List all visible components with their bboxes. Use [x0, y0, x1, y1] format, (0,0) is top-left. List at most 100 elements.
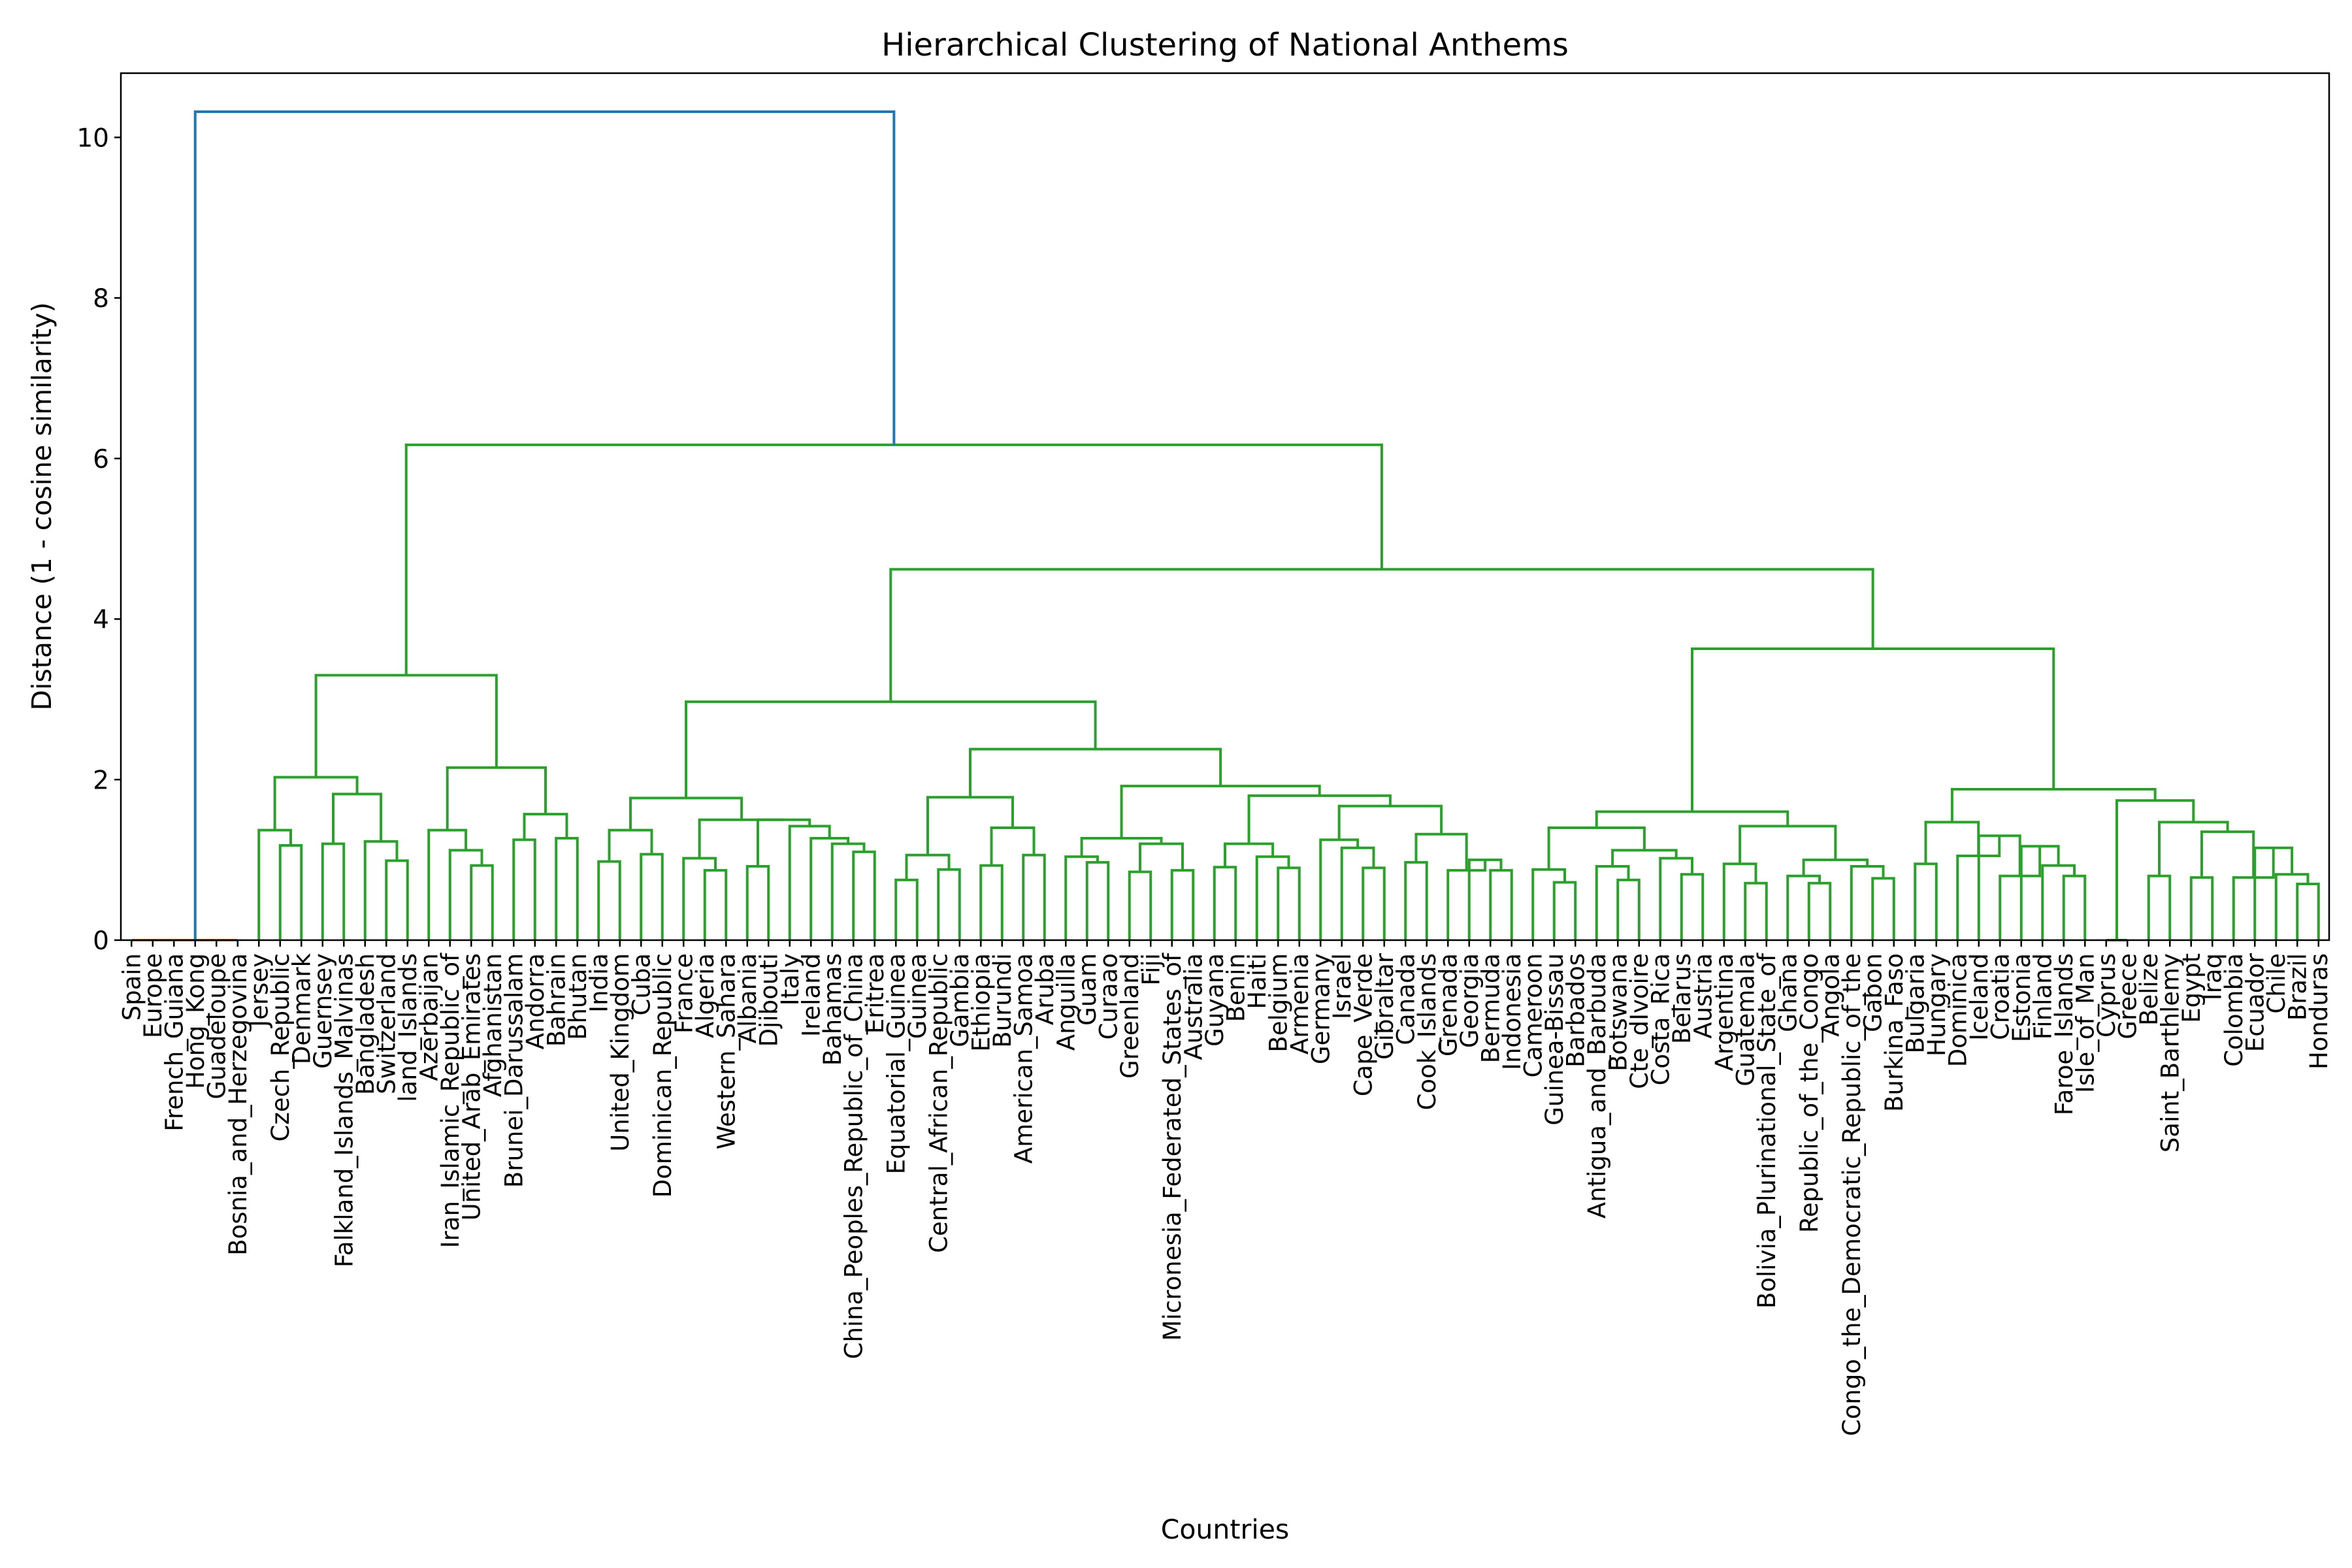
leaf-label: Costa_Rica [1646, 953, 1674, 1085]
leaf-label: Afghanistan [479, 953, 507, 1097]
leaf-label: Burundi [988, 953, 1017, 1048]
leaf-label: Georgia [1456, 953, 1484, 1048]
leaf-label: Albania [734, 953, 762, 1043]
leaf-label: Saint_Barthlemy [2156, 953, 2184, 1152]
leaf-label: Ireland [797, 953, 825, 1037]
dendrogram-link [1404, 860, 1428, 940]
leaf-label: Hong_Kong [182, 953, 210, 1089]
leaf-label: Bahrain [542, 953, 570, 1047]
dendrogram-link [1871, 877, 1895, 940]
dendrogram-link [1224, 842, 1275, 868]
leaf-label: Iran_Islamic_Republic_of [436, 953, 465, 1248]
leaf-label: Indonesia [1498, 953, 1526, 1070]
x-axis-label: Countries [1161, 1514, 1290, 1545]
leaf-label: Angola [1816, 953, 1844, 1037]
dendrogram-link [757, 818, 811, 866]
dendrogram-link [830, 842, 866, 940]
y-tick-label: 10 [76, 123, 109, 153]
dendrogram-link [1595, 810, 1789, 828]
dendrogram-link [332, 792, 383, 844]
chart-title: Hierarchical Clustering of National Anth… [881, 27, 1569, 63]
dendrogram-link [1616, 878, 1641, 940]
leaf-label: Dominican_Republic [649, 953, 677, 1198]
dendrogram-link [1337, 804, 1443, 840]
dendrogram-link [608, 828, 653, 862]
dendrogram-link [1340, 846, 1375, 940]
leaf-label: Bulgaria [1901, 953, 1929, 1053]
dendrogram-link [1680, 873, 1705, 940]
leaf-label: Bolivia_Plurinational_State_of [1753, 953, 1781, 1309]
leaf-label: Western_Sahara [712, 953, 740, 1149]
leaf-label: American_Samoa [1009, 953, 1037, 1164]
leaf-label: Andorra [521, 953, 549, 1049]
leaf-label: Central_African_Republic [924, 953, 953, 1253]
leaf-label: Curaao [1094, 953, 1122, 1039]
leaf-label: Cape_Verde [1349, 953, 1377, 1096]
leaf-label: Bahamas [819, 953, 847, 1066]
dendrogram-link [2274, 873, 2310, 940]
leaf-label: Benin [1222, 953, 1250, 1022]
leaf-label: Eritrea [861, 953, 889, 1034]
y-axis: 0 2 4 6 8 10 [76, 123, 121, 956]
dendrogram-link [745, 864, 770, 940]
dendrogram-link [404, 443, 1383, 676]
dendrogram-link [1022, 853, 1046, 940]
leaf-label: Italy [776, 953, 804, 1005]
leaf-label: Antigua_and_Barbuda [1583, 953, 1611, 1218]
dendrogram-link [1139, 842, 1184, 872]
dendrogram-link [1595, 864, 1630, 940]
leaf-label: Guadeloupe [203, 953, 231, 1100]
leaf-label: France [670, 953, 698, 1034]
leaf-label: Australia [1179, 953, 1207, 1060]
leaf-label: Ethiopia [967, 953, 995, 1052]
leaf-label: Guinea-Bissau [1541, 953, 1569, 1126]
leaf-label: Jersey [245, 953, 273, 1028]
leaf-label: land_Islands [394, 953, 422, 1102]
leaf-label: Guinea [904, 953, 932, 1039]
leaf-label: United_Arab_Emirates [457, 953, 485, 1220]
leaf-label: Falkland_Islands_Malvinas [330, 953, 358, 1267]
leaf-label: Honduras [2305, 953, 2333, 1070]
leaf-label: Greece [2114, 953, 2142, 1039]
dendrogram-link [448, 849, 483, 940]
leaf-label: Croatia [1986, 953, 2014, 1040]
leaf-label: Republic_of_the_Congo [1795, 953, 1823, 1233]
dendrogram-link [969, 747, 1222, 798]
y-tick-label: 4 [93, 606, 109, 635]
leaf-label: Grenada [1434, 953, 1462, 1056]
leaf-label: Bangladesh [351, 953, 380, 1095]
dendrogram-link [257, 828, 292, 940]
leaf-label: Azerbaijan [415, 953, 443, 1081]
leaf-label: China_Peoples_Republic_of_China [840, 953, 868, 1359]
leaf-label: Cameroon [1519, 953, 1547, 1077]
leaf-label: Canada [1392, 953, 1420, 1045]
dendrogram-link [629, 796, 743, 830]
leaf-label: Bosnia_and_Herzegovina [224, 953, 252, 1256]
dendrogram-link [427, 828, 468, 940]
leaf-label: Denmark [287, 953, 316, 1064]
leaf-label: Faroe_Islands [2050, 953, 2078, 1115]
leaf-label: Guyana [1201, 953, 1229, 1047]
leaf-label: Gabon [1859, 953, 1887, 1032]
dendrogram-link [1277, 866, 1301, 940]
leaf-label: Chile [2262, 953, 2291, 1014]
y-tick-label: 8 [93, 284, 109, 314]
leaf-label: Cook_Islands [1413, 953, 1441, 1110]
dendrogram-link [2200, 830, 2255, 878]
leaf-label: United_Kingdom [606, 953, 634, 1152]
dendrogram-link [1213, 866, 1237, 940]
dendrogram-link [640, 853, 664, 940]
leaf-label: Greenland [1116, 953, 1144, 1079]
dendrogram-link [1802, 858, 1869, 876]
leaf-label: Dominica [1944, 953, 1972, 1067]
leaf-label: Brunei_Darussalam [500, 953, 528, 1188]
leaf-label: Cte_dIvoire [1625, 953, 1654, 1089]
leaf-label: French_Guiana [160, 953, 188, 1132]
leaf-label: Armenia [1286, 953, 1314, 1054]
dendrogram-link [363, 840, 399, 940]
dendrogram-link [1611, 849, 1678, 866]
leaf-label: Estonia [2008, 953, 2036, 1042]
leaf-label: Belize [2135, 953, 2163, 1026]
dendrogram-link [1362, 866, 1386, 940]
